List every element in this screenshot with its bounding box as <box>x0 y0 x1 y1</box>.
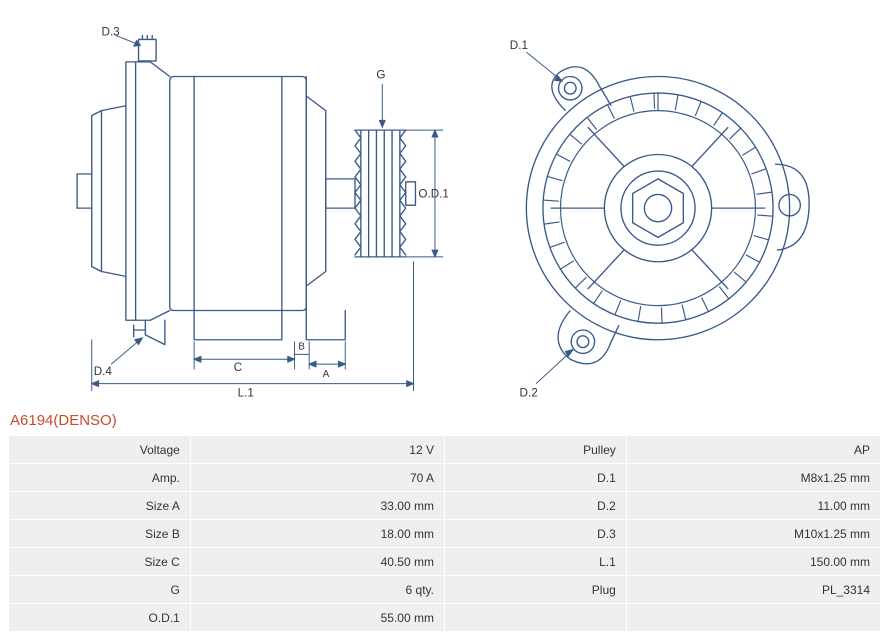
spec-label: D.1 <box>445 464 626 491</box>
spec-label: O.D.1 <box>9 604 190 631</box>
spec-label: Plug <box>445 576 626 603</box>
part-title: A6194(DENSO) <box>8 408 881 435</box>
spec-value: 150.00 mm <box>627 548 880 575</box>
label-g: G <box>376 68 385 81</box>
table-row: O.D.1 55.00 mm <box>9 604 880 631</box>
spec-label: Size A <box>9 492 190 519</box>
spec-table-body: Voltage 12 V Pulley AP Amp. 70 A D.1 M8x… <box>9 436 880 631</box>
spec-value: 18.00 mm <box>191 520 444 547</box>
diagram-area: D.3 G O.D.1 D.4 C B A L.1 <box>8 8 881 408</box>
spec-value: M8x1.25 mm <box>627 464 880 491</box>
spec-value <box>627 604 880 631</box>
spec-value: 6 qty. <box>191 576 444 603</box>
label-a: A <box>323 369 330 380</box>
spec-value: 70 A <box>191 464 444 491</box>
spec-label: Size B <box>9 520 190 547</box>
spec-value: 33.00 mm <box>191 492 444 519</box>
label-d1: D.1 <box>510 39 528 52</box>
spec-label: D.2 <box>445 492 626 519</box>
spec-value: M10x1.25 mm <box>627 520 880 547</box>
spec-label: G <box>9 576 190 603</box>
spec-table: Voltage 12 V Pulley AP Amp. 70 A D.1 M8x… <box>8 435 881 632</box>
table-row: Amp. 70 A D.1 M8x1.25 mm <box>9 464 880 491</box>
label-b: B <box>298 342 305 353</box>
spec-label: Pulley <box>445 436 626 463</box>
spec-label: Size C <box>9 548 190 575</box>
spec-label: D.3 <box>445 520 626 547</box>
spec-value: PL_3314 <box>627 576 880 603</box>
front-view-svg: D.1 D.2 <box>468 18 848 408</box>
table-row: Size B 18.00 mm D.3 M10x1.25 mm <box>9 520 880 547</box>
spec-value: 11.00 mm <box>627 492 880 519</box>
spec-value: 55.00 mm <box>191 604 444 631</box>
spec-label: Voltage <box>9 436 190 463</box>
label-d3: D.3 <box>101 26 119 39</box>
table-row: G 6 qty. Plug PL_3314 <box>9 576 880 603</box>
spec-label: L.1 <box>445 548 626 575</box>
label-od1: O.D.1 <box>418 187 448 200</box>
table-row: Voltage 12 V Pulley AP <box>9 436 880 463</box>
table-row: Size C 40.50 mm L.1 150.00 mm <box>9 548 880 575</box>
spec-value: 40.50 mm <box>191 548 444 575</box>
spec-value: 12 V <box>191 436 444 463</box>
label-c: C <box>234 361 242 374</box>
label-d4: D.4 <box>94 365 113 378</box>
spec-label: Amp. <box>9 464 190 491</box>
label-l1: L.1 <box>238 386 254 399</box>
diagram-front-view: D.1 D.2 <box>468 18 861 408</box>
diagram-side-view: D.3 G O.D.1 D.4 C B A L.1 <box>28 18 448 408</box>
side-view-svg: D.3 G O.D.1 D.4 C B A L.1 <box>28 18 448 408</box>
table-row: Size A 33.00 mm D.2 11.00 mm <box>9 492 880 519</box>
spec-label <box>445 604 626 631</box>
spec-value: AP <box>627 436 880 463</box>
label-d2: D.2 <box>520 386 538 399</box>
